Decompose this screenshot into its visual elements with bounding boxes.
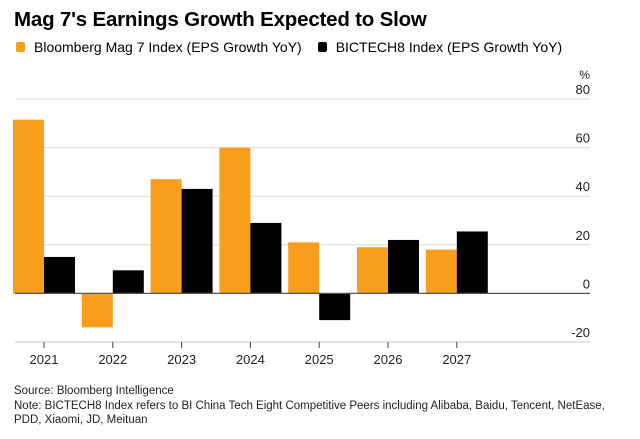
axes: 80 60 40 20 0 -20% 2021 2022 2023 2024 2025 2026 202… (15, 68, 590, 367)
legend-label-bictech8: BICTECH8 Index (EPS Growth YoY) (335, 39, 563, 55)
x-tick-label: 2023 (167, 352, 196, 367)
y-tick-label: -20 (571, 325, 590, 340)
bar-bictech8 (319, 293, 351, 321)
x-tick-label: 2025 (305, 352, 334, 367)
legend-item-mag7: Bloomberg Mag 7 Index (EPS Growth YoY) (16, 39, 302, 55)
bar-mag7 (13, 119, 44, 294)
bars (13, 119, 488, 328)
y-unit-label: % (579, 68, 590, 82)
y-tick-label: 0 (583, 276, 590, 291)
x-tick-label: 2024 (236, 352, 265, 367)
y-tick-label: 60 (576, 131, 590, 146)
bar-bictech8 (388, 239, 419, 294)
x-tick-label: 2026 (374, 352, 403, 367)
bar-mag7 (425, 249, 457, 294)
x-tick-label: 2027 (442, 352, 471, 367)
bar-bictech8 (112, 270, 144, 294)
legend-label-mag7: Bloomberg Mag 7 Index (EPS Growth YoY) (34, 39, 302, 55)
x-tick-label: 2021 (30, 352, 59, 367)
bar-chart: 80 60 40 20 0 -20% 2021 2022 2023 2024 2025 2026 202… (13, 68, 590, 367)
x-tick-label: 2022 (98, 352, 127, 367)
chart-title: Mag 7's Earnings Growth Expected to Slow (14, 8, 427, 31)
note-text: Note: BICTECH8 Index refers to BI China … (14, 399, 605, 427)
bar-mag7 (357, 247, 388, 294)
bar-bictech8 (44, 256, 75, 294)
legend-swatch-mag7 (16, 42, 25, 52)
bar-mag7 (219, 147, 251, 294)
source-text: Source: Bloomberg Intelligence (14, 385, 174, 397)
bar-mag7 (150, 179, 182, 294)
bar-mag7 (288, 242, 320, 294)
bar-bictech8 (181, 188, 213, 294)
legend-swatch-bictech8 (317, 42, 327, 52)
y-tick-label: 40 (576, 179, 590, 194)
y-tick-label: 80 (576, 82, 590, 97)
legend: Bloomberg Mag 7 Index (EPS Growth YoY) B… (16, 39, 578, 55)
bar-bictech8 (456, 231, 488, 294)
bar-bictech8 (250, 222, 282, 294)
legend-item-bictech8: BICTECH8 Index (EPS Growth YoY) (317, 39, 563, 55)
bar-mag7 (81, 293, 113, 328)
chart-footer: Source: Bloomberg Intelligence Note: BIC… (14, 384, 614, 428)
y-tick-label: 20 (576, 228, 590, 243)
